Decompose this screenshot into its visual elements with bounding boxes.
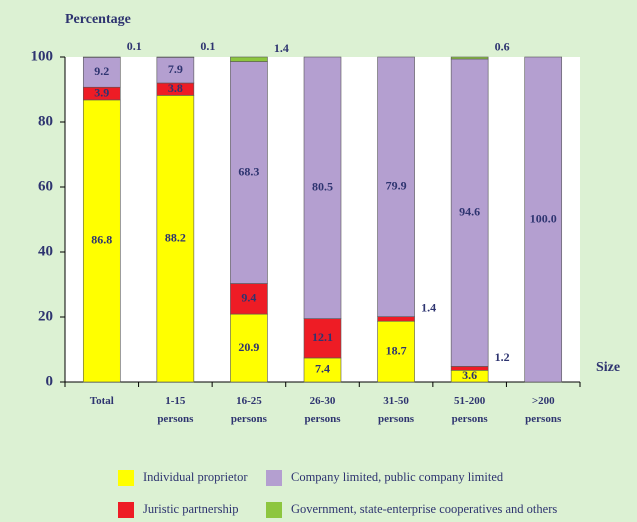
- data-label: 79.9: [386, 179, 407, 193]
- data-label: 0.1: [200, 39, 215, 53]
- data-label: 100.0: [530, 211, 557, 225]
- data-label: 20.9: [238, 340, 259, 354]
- data-label: 80.5: [312, 180, 333, 194]
- data-label: 7.9: [168, 62, 183, 76]
- legend-swatch: [266, 470, 282, 486]
- y-axis-label: Percentage: [65, 12, 131, 27]
- data-label: 3.8: [168, 81, 183, 95]
- data-label: 88.2: [165, 230, 186, 244]
- data-label: 1.4: [421, 301, 436, 315]
- x-tick-label: Total: [89, 395, 114, 407]
- bar-segment: [377, 320, 415, 383]
- data-label: 68.3: [238, 164, 259, 178]
- bar-segment: [303, 318, 342, 359]
- data-label: 1.2: [495, 350, 510, 364]
- bar-segment: [450, 366, 489, 371]
- data-label: 9.2: [94, 64, 109, 78]
- y-tick-label: 80: [38, 113, 53, 129]
- x-axis-label: Size: [596, 360, 620, 375]
- bar-segment: [303, 357, 342, 383]
- data-label: 94.6: [459, 204, 480, 218]
- legend-label: Government, state-enterprise cooperative…: [291, 502, 557, 516]
- legend-swatch: [266, 502, 282, 518]
- bar-segment: [230, 283, 268, 315]
- data-label: 0.6: [495, 40, 510, 54]
- bar-segment: [450, 56, 489, 60]
- legend-label: Individual proprietor: [143, 470, 248, 484]
- y-tick-label: 100: [31, 48, 54, 64]
- y-tick-label: 60: [38, 178, 53, 194]
- x-tick-label: 31-50 persons: [378, 395, 415, 425]
- x-tick-label: 1-15 persons: [157, 395, 194, 425]
- bar-segment: [230, 313, 268, 383]
- bar-segment: [230, 56, 268, 62]
- legend-label: Company limited, public company limited: [291, 470, 504, 484]
- data-label: 3.6: [462, 368, 477, 382]
- data-label: 18.7: [386, 343, 407, 357]
- bar-segment: [377, 56, 415, 317]
- x-tick-label: 26-30 persons: [304, 395, 341, 425]
- x-tick-label: >200 persons: [525, 395, 562, 425]
- bar-segment: [524, 56, 563, 383]
- legend-label: Juristic partnership: [143, 502, 238, 516]
- legend-swatch: [118, 502, 134, 518]
- bar-segment: [156, 95, 195, 383]
- y-tick-label: 0: [46, 373, 54, 389]
- x-tick-label: 51-200 persons: [451, 395, 488, 425]
- legend-swatch: [118, 470, 134, 486]
- bar-segment: [303, 56, 342, 319]
- data-label: 9.4: [241, 291, 256, 305]
- y-tick-label: 40: [38, 243, 53, 259]
- data-label: 7.4: [315, 362, 330, 376]
- bar-segment: [230, 61, 268, 284]
- data-label: 3.9: [94, 85, 109, 99]
- y-tick-label: 20: [38, 308, 53, 324]
- data-label: 0.1: [127, 39, 142, 53]
- data-label: 86.8: [91, 233, 112, 247]
- data-label: 1.4: [274, 41, 289, 55]
- data-label: 12.1: [312, 330, 333, 344]
- x-tick-label: 16-25 persons: [230, 395, 267, 425]
- bar-segment: [82, 57, 121, 88]
- bar-segment: [377, 316, 415, 322]
